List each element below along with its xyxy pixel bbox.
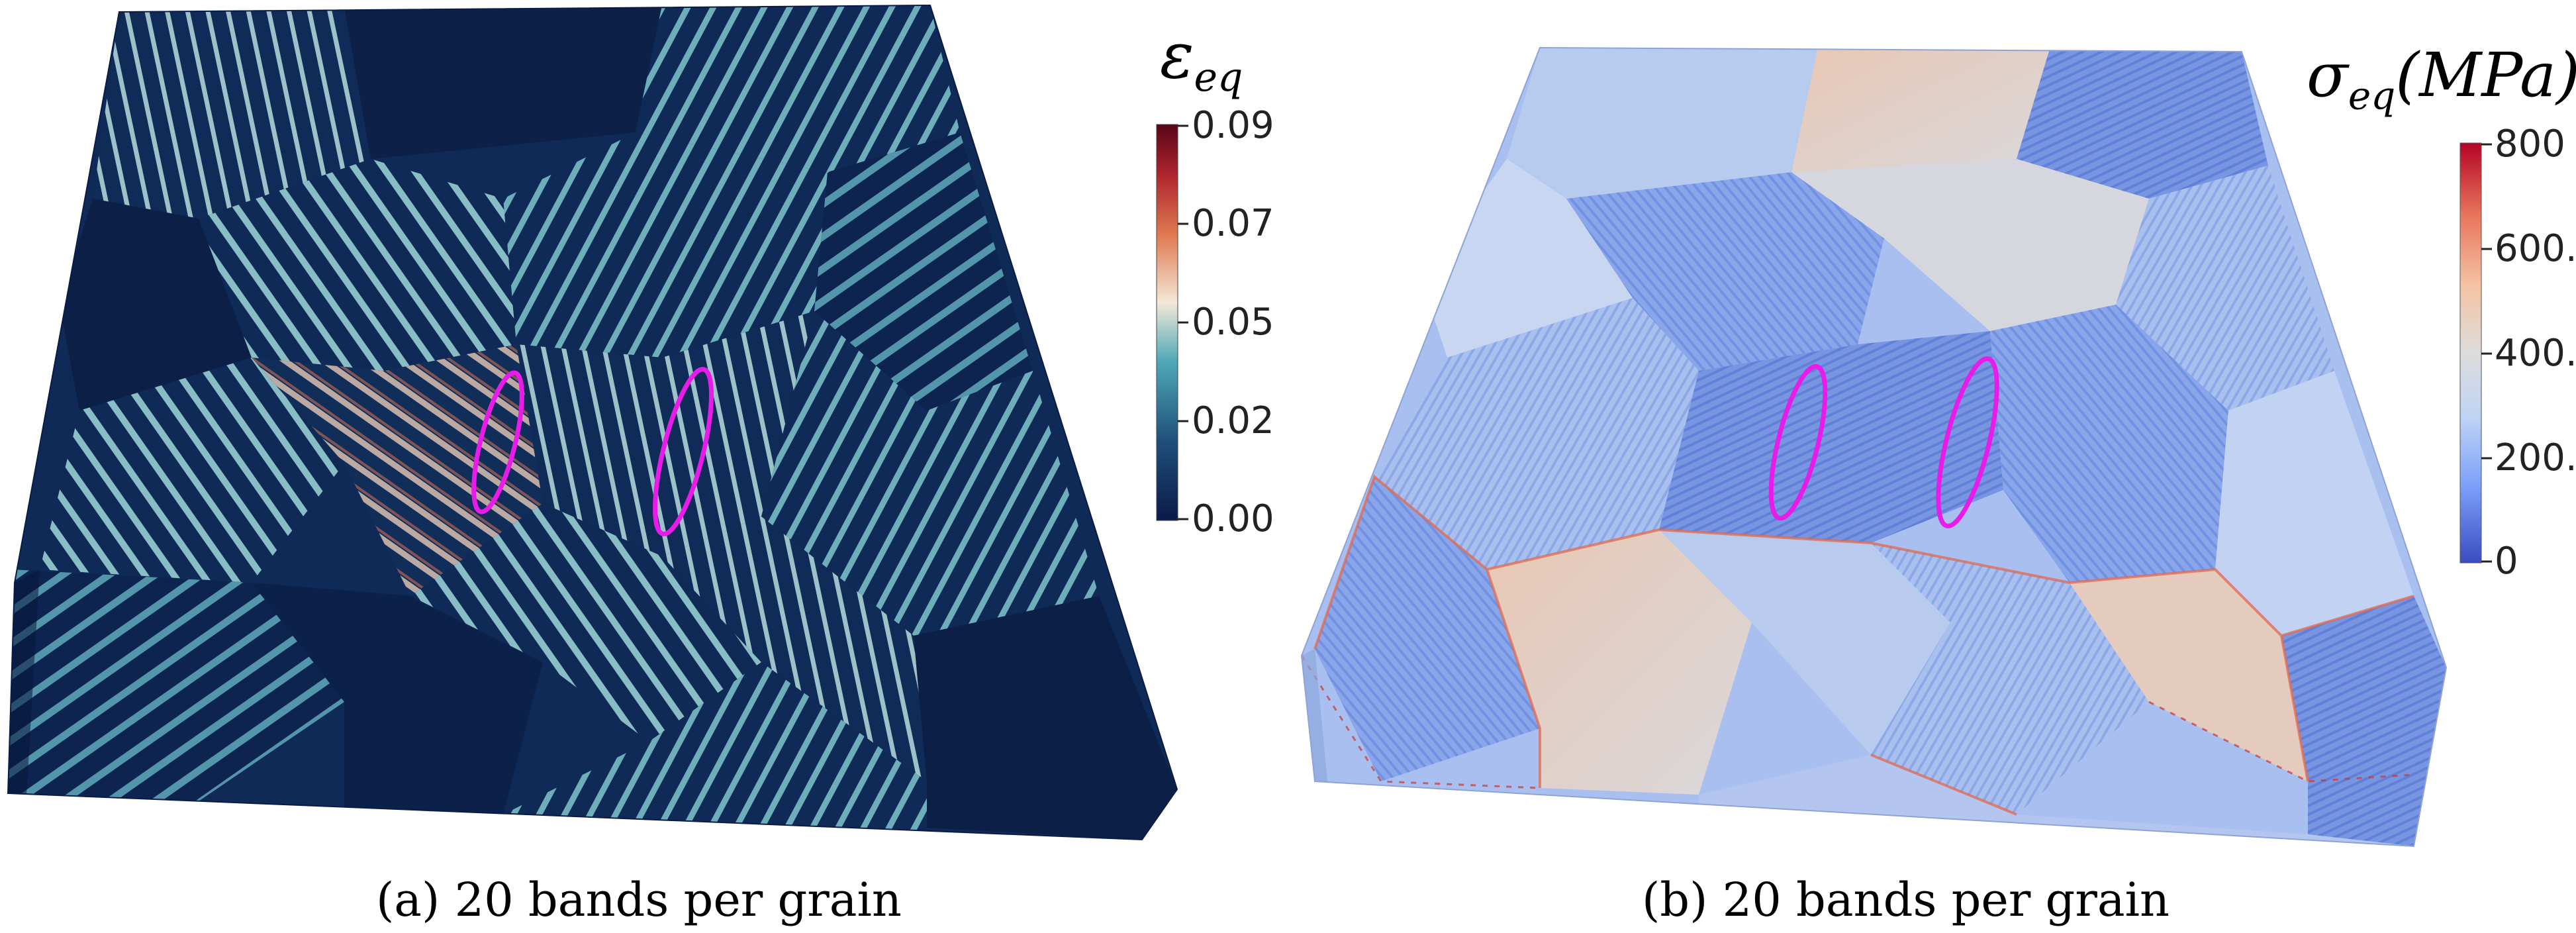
highlight-ellipse-left [471,370,524,515]
caption-a: (a) 20 bands per grain [376,873,902,927]
colorbar-a-tick: 0.05 [1192,301,1274,344]
colorbar-b-tick: 800 [2495,123,2565,166]
stress-field-render [1300,46,2492,848]
panel-a: εeq 0.09 0.07 0.05 0.02 0.00 (a) 20 band… [7,4,1274,927]
colorbar-b-tick: 600. [2495,227,2576,270]
colorbar-a-tick: 0.00 [1192,497,1274,540]
colorbar-a-title: εeq [1160,19,1243,101]
colorbar-a-tick: 0.07 [1192,202,1274,245]
panel-b: σeq(MPa) 800 600. 400. 200. 0 (b) 20 ban… [1288,0,2576,933]
colorbar-b-title: σeq(MPa) [2307,40,2576,119]
highlight-ellipse-right [653,367,714,536]
colorbar-a [1156,124,1178,521]
colorbar-a-tick: 0.02 [1192,399,1274,442]
colorbar-b-tick: 0 [2495,540,2518,583]
colorbar-b [2459,142,2482,564]
strain-field-render [7,4,1188,841]
stress-specimen [1302,48,2446,846]
strain-specimen [8,5,1177,840]
highlight-ellipse-right [1936,356,1999,528]
caption-b: (b) 20 bands per grain [1642,873,2170,927]
colorbar-b-tick: 200. [2495,436,2576,479]
colorbar-a-tick: 0.09 [1192,104,1274,147]
colorbar-b-tick: 400. [2495,332,2576,375]
highlight-ellipse-left [1768,364,1828,521]
